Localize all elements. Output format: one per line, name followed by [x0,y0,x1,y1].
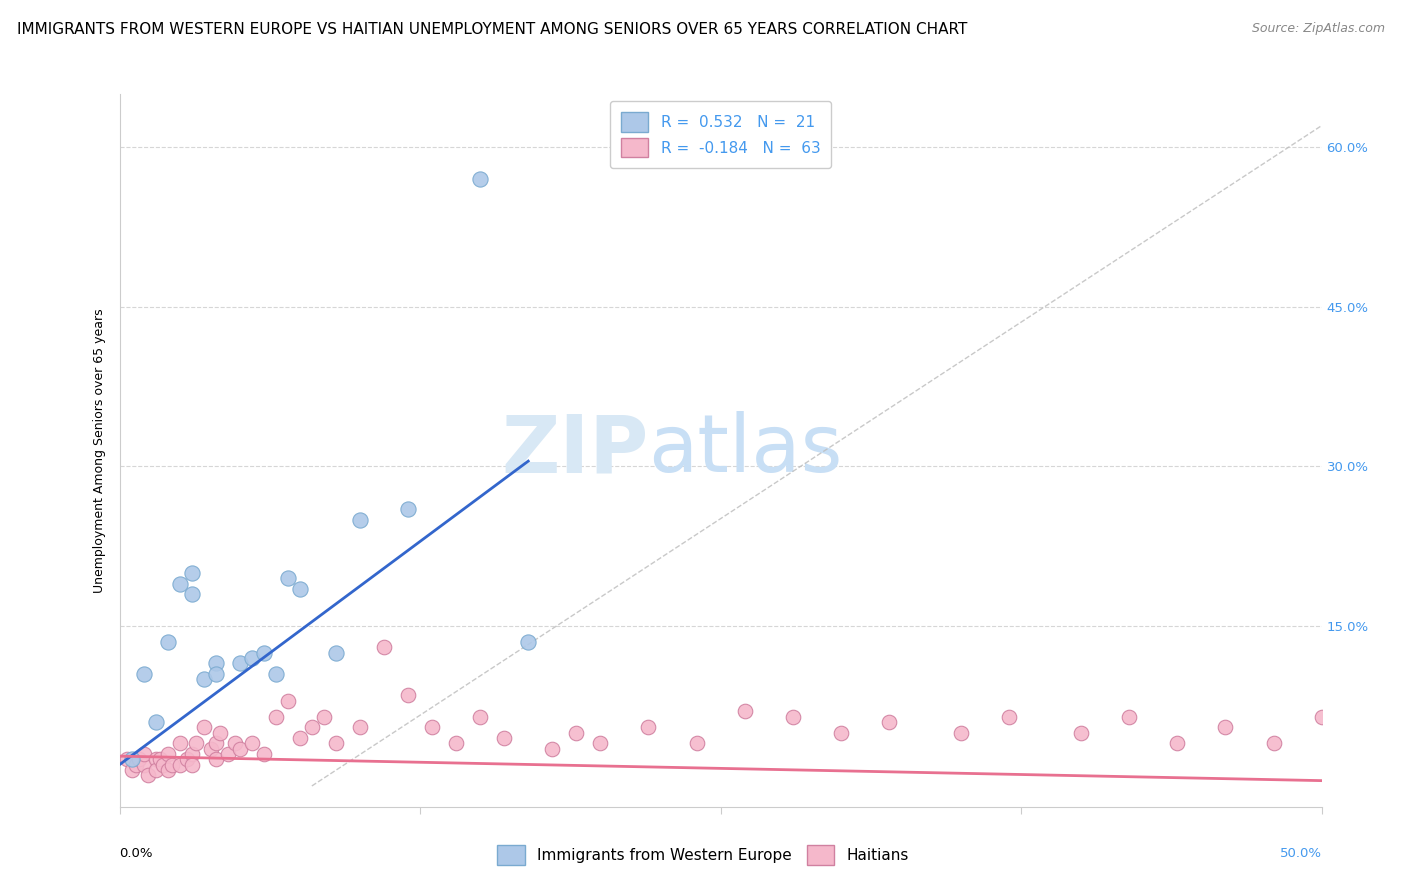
Legend: R =  0.532   N =  21, R =  -0.184   N =  63: R = 0.532 N = 21, R = -0.184 N = 63 [610,102,831,168]
Point [782,710,804,724]
Point [1263,736,1285,750]
Point [637,720,659,734]
Point [138,768,160,782]
Point [396,689,419,703]
Point [121,752,143,766]
Point [169,736,191,750]
Point [517,635,540,649]
Point [830,725,852,739]
Point [200,741,222,756]
Point [121,763,143,777]
Point [240,736,263,750]
Text: Source: ZipAtlas.com: Source: ZipAtlas.com [1251,22,1385,36]
Point [312,710,335,724]
Point [396,502,419,516]
Point [209,725,232,739]
Point [132,747,155,761]
Point [156,635,179,649]
Point [128,752,150,766]
Point [1166,736,1188,750]
Point [224,736,246,750]
Text: ZIP: ZIP [501,411,648,490]
Point [152,757,174,772]
Point [1070,725,1092,739]
Point [288,731,311,745]
Point [1215,720,1237,734]
Point [180,587,202,601]
Point [156,747,179,761]
Y-axis label: Unemployment Among Seniors over 65 years: Unemployment Among Seniors over 65 years [93,308,107,593]
Point [253,747,276,761]
Point [193,673,215,687]
Point [420,720,443,734]
Point [349,513,371,527]
Point [998,710,1021,724]
Point [145,714,167,729]
Legend: Immigrants from Western Europe, Haitians: Immigrants from Western Europe, Haitians [491,839,915,871]
Point [349,720,371,734]
Point [145,763,167,777]
Point [685,736,707,750]
Point [169,576,191,591]
Point [176,752,198,766]
Point [494,731,516,745]
Point [180,747,202,761]
Point [277,571,299,585]
Point [149,752,172,766]
Point [228,741,252,756]
Point [115,752,138,766]
Point [169,757,191,772]
Point [125,757,148,772]
Point [877,714,900,729]
Point [186,736,208,750]
Point [145,752,167,766]
Point [541,741,564,756]
Point [204,736,226,750]
Text: atlas: atlas [648,411,842,490]
Point [1310,710,1333,724]
Point [277,694,299,708]
Point [253,646,276,660]
Point [734,705,756,719]
Point [162,757,184,772]
Point [132,667,155,681]
Point [565,725,588,739]
Point [949,725,972,739]
Text: 50.0%: 50.0% [1279,847,1322,860]
Point [1118,710,1140,724]
Point [180,757,202,772]
Point [325,646,347,660]
Point [468,710,492,724]
Point [288,582,311,596]
Point [444,736,467,750]
Point [204,657,226,671]
Point [373,640,395,655]
Text: IMMIGRANTS FROM WESTERN EUROPE VS HAITIAN UNEMPLOYMENT AMONG SENIORS OVER 65 YEA: IMMIGRANTS FROM WESTERN EUROPE VS HAITIA… [17,22,967,37]
Point [204,667,226,681]
Point [217,747,239,761]
Point [156,763,179,777]
Point [180,566,202,580]
Point [204,752,226,766]
Point [193,720,215,734]
Text: 0.0%: 0.0% [120,847,153,860]
Point [228,657,252,671]
Point [264,667,287,681]
Point [325,736,347,750]
Point [1358,720,1381,734]
Point [240,651,263,665]
Point [468,172,492,186]
Point [301,720,323,734]
Point [589,736,612,750]
Point [132,757,155,772]
Point [264,710,287,724]
